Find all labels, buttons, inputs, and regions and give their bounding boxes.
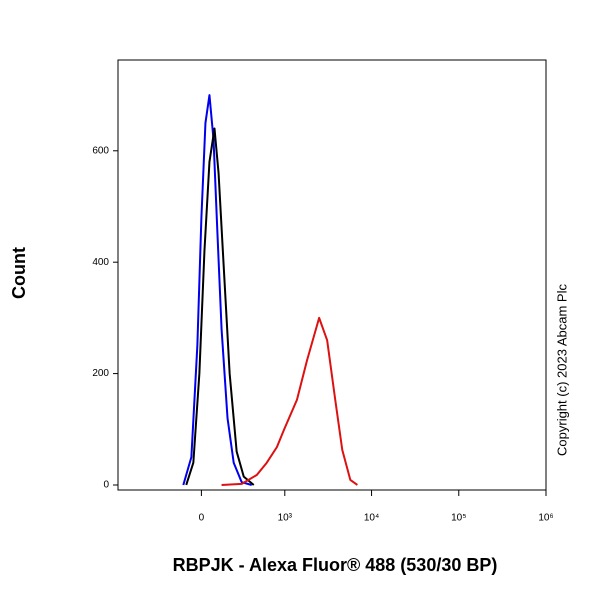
y-tick-label: 400: [92, 257, 109, 268]
y-tick-label: 600: [92, 145, 109, 156]
histogram-line: [185, 127, 255, 486]
copyright: Copyright (c) 2023 Abcam Plc: [554, 284, 569, 456]
x-tick-label: 10⁵: [451, 513, 466, 524]
plot-frame: [117, 59, 547, 491]
y-tick-label: 0: [103, 480, 109, 491]
x-tick-label: 10⁶: [538, 513, 553, 524]
x-axis-title: RBPJK - Alexa Fluor® 488 (530/30 BP): [173, 555, 498, 575]
y-tick-label: 200: [92, 368, 109, 379]
x-tick-label: 10³: [278, 513, 293, 524]
x-tick-label: 10⁴: [364, 513, 379, 524]
y-axis-title: Count: [9, 247, 29, 299]
x-tick-label: 0: [199, 513, 205, 524]
histogram-line: [221, 316, 358, 486]
